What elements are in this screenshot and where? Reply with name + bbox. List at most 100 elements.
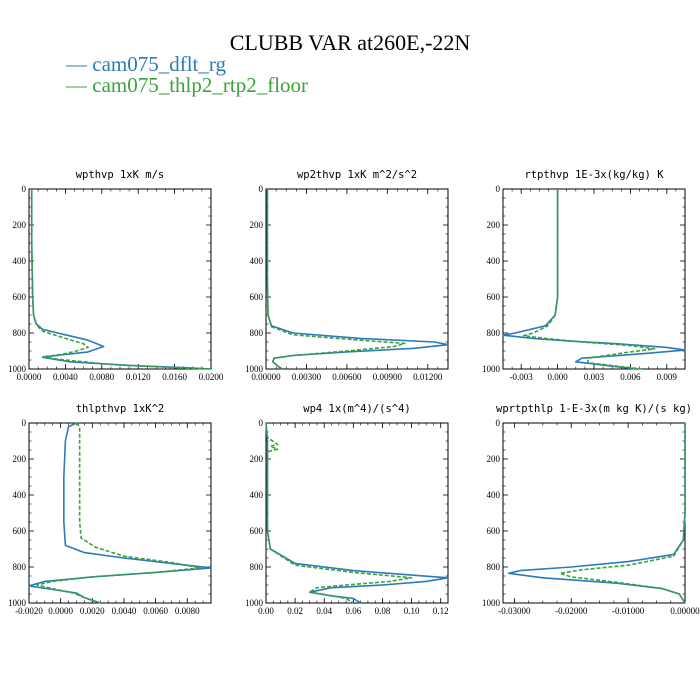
x-tick-label: 0.0080 <box>175 606 200 616</box>
y-tick-label: 1000 <box>8 598 27 608</box>
x-tick-label: 0.00 <box>258 606 274 616</box>
x-tick-label: 0.0000 <box>17 372 42 382</box>
legend-label: cam075_dflt_rg <box>92 52 227 76</box>
x-tick-label: -0.0020 <box>15 606 43 616</box>
y-tick-label: 800 <box>487 562 501 572</box>
y-tick-label: 800 <box>250 328 264 338</box>
legend-dash: — <box>66 73 87 97</box>
x-tick-label: 0.009 <box>657 372 678 382</box>
x-tick-label: 0.0040 <box>53 372 78 382</box>
y-tick-label: 800 <box>13 562 27 572</box>
chart-panel-6: wprtpthlp 1-E-3x(m kg K)/(s kg) -0.03000 -… <box>482 403 700 616</box>
x-tick-label: 0.0040 <box>112 606 137 616</box>
series-line-2 <box>265 422 413 604</box>
y-tick-label: 600 <box>13 526 27 536</box>
plot-frame <box>28 188 212 370</box>
legend-label: cam075_thlp2_rtp2_floor <box>92 73 309 97</box>
y-tick-label: 400 <box>13 490 27 500</box>
y-tick-label: 1000 <box>8 364 27 374</box>
chart-panel-3: rtpthvp 1E-3x(kg/kg) K -0.003 0.000 0.003 0.… <box>482 169 686 382</box>
y-tick-label: 0 <box>22 184 27 194</box>
x-tick-label: -0.003 <box>510 372 534 382</box>
legend-entry-1: — cam075_dflt_rg <box>66 52 226 77</box>
series-line-2 <box>36 422 201 604</box>
series-line-2 <box>30 189 212 370</box>
y-tick-label: 200 <box>13 454 27 464</box>
y-tick-label: 600 <box>250 292 264 302</box>
x-tick-label: 0.0000 <box>48 606 73 616</box>
y-tick-label: 200 <box>250 220 264 230</box>
y-tick-label: 400 <box>13 256 27 266</box>
series-line-2 <box>522 189 656 370</box>
x-tick-label: 0.0060 <box>143 606 168 616</box>
series-line-1 <box>266 189 449 370</box>
x-tick-label: 0.00000 <box>251 372 281 382</box>
x-tick-label: 0.01200 <box>413 372 443 382</box>
x-tick-label: 0.02 <box>287 606 303 616</box>
y-tick-label: 400 <box>487 490 501 500</box>
y-tick-label: 1000 <box>245 364 264 374</box>
chart-panel-1: wpthvp 1xK m/s 0.0000 0.0040 0.0080 0.0120 0.… <box>8 169 224 382</box>
series-line-1 <box>28 422 212 604</box>
x-tick-label: -0.02000 <box>555 606 588 616</box>
chart-panel-2: wp2thvp 1xK m^2/s^2 0.00000 0.00300 0.00600… <box>245 169 449 382</box>
y-tick-label: 600 <box>250 526 264 536</box>
series-line-2 <box>559 423 686 604</box>
panel-title: wprtpthlp 1-E-3x(m kg K)/(s kg) <box>496 403 692 415</box>
chart-panel-5: wp4 1x(m^4)/(s^4) 0.00 0.02 0.04 0.06 0.08 0.1… <box>245 403 449 616</box>
y-tick-label: 200 <box>487 220 501 230</box>
y-tick-label: 800 <box>13 328 27 338</box>
y-tick-label: 200 <box>487 454 501 464</box>
y-tick-label: 800 <box>487 328 501 338</box>
y-tick-label: 600 <box>487 526 501 536</box>
x-tick-label: 0.00000 <box>670 606 700 616</box>
series-line-1 <box>265 422 449 604</box>
legend-entry-2: — cam075_thlp2_rtp2_floor <box>66 73 308 98</box>
series-line-1 <box>507 423 686 604</box>
series-line-1 <box>502 189 686 370</box>
x-tick-label: 0.04 <box>316 606 332 616</box>
y-tick-label: 200 <box>250 454 264 464</box>
y-tick-label: 400 <box>250 256 264 266</box>
panel-title: rtpthvp 1E-3x(kg/kg) K <box>524 169 664 181</box>
x-tick-label: 0.0080 <box>89 372 114 382</box>
x-tick-label: 0.00300 <box>292 372 322 382</box>
x-tick-label: 0.0020 <box>80 606 105 616</box>
legend-dash: — <box>66 52 87 76</box>
x-tick-label: -0.03000 <box>498 606 531 616</box>
series-line-1 <box>30 189 212 370</box>
x-tick-label: 0.00900 <box>373 372 403 382</box>
x-tick-label: 0.000 <box>547 372 568 382</box>
chart-panel-4: thlpthvp 1xK^2 -0.0020 0.0000 0.0020 0.0040 0… <box>8 403 212 616</box>
y-tick-label: 0 <box>22 418 27 428</box>
y-tick-label: 1000 <box>482 598 501 608</box>
x-tick-label: 0.0160 <box>162 372 187 382</box>
y-tick-label: 200 <box>13 220 27 230</box>
y-tick-label: 0 <box>496 184 501 194</box>
panel-title: wpthvp 1xK m/s <box>76 169 165 181</box>
x-tick-label: 0.06 <box>345 606 361 616</box>
x-tick-label: 0.12 <box>433 606 449 616</box>
y-tick-label: 0 <box>496 418 501 428</box>
y-tick-label: 400 <box>250 490 264 500</box>
panel-title: thlpthvp 1xK^2 <box>76 403 165 415</box>
x-tick-label: 0.003 <box>584 372 605 382</box>
y-tick-label: 600 <box>13 292 27 302</box>
y-tick-label: 800 <box>250 562 264 572</box>
x-tick-label: -0.01000 <box>612 606 645 616</box>
y-tick-label: 0 <box>259 184 264 194</box>
plot-frame <box>28 422 212 604</box>
x-tick-label: 0.10 <box>404 606 420 616</box>
x-tick-label: 0.0200 <box>199 372 224 382</box>
y-tick-label: 600 <box>487 292 501 302</box>
y-tick-label: 1000 <box>482 364 501 374</box>
panel-title: wp2thvp 1xK m^2/s^2 <box>297 169 417 181</box>
x-tick-label: 0.08 <box>375 606 391 616</box>
y-tick-label: 0 <box>259 418 264 428</box>
x-tick-label: 0.00600 <box>332 372 362 382</box>
chart-title: CLUBB VAR at260E,-22N <box>229 30 471 55</box>
x-tick-label: 0.006 <box>620 372 641 382</box>
panel-title: wp4 1x(m^4)/(s^4) <box>303 403 410 415</box>
series-line-2 <box>266 189 406 370</box>
